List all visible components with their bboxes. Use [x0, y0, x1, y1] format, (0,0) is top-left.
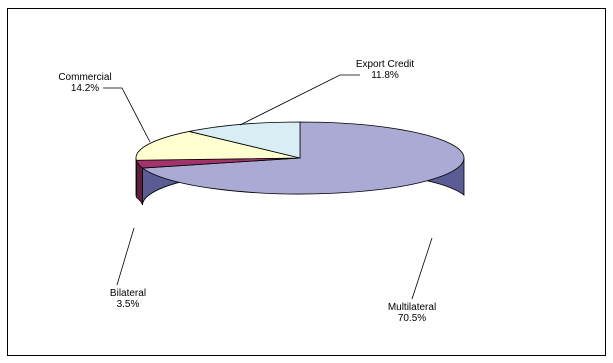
- slice-value-multilateral: 70.5%: [398, 313, 426, 324]
- slice-label-multilateral: Multilateral: [388, 302, 436, 313]
- pie-slice-multilateral: [142, 121, 465, 195]
- slice-value-bilateral: 3.5%: [117, 299, 140, 310]
- leader-lines: [103, 74, 433, 300]
- leader-line-multilateral: [411, 237, 433, 300]
- slice-label-export-credit: Export Credit: [356, 59, 415, 70]
- pie-slice-commercial: [135, 131, 301, 161]
- leader-line-export-credit: [239, 74, 360, 126]
- slice-label-bilateral: Bilateral: [110, 288, 146, 299]
- leader-line-bilateral: [116, 227, 135, 286]
- slice-value-export-credit: 11.8%: [371, 70, 399, 81]
- slice-value-commercial: 14.2%: [71, 83, 99, 94]
- pie-tops: [135, 121, 465, 195]
- leader-line-commercial: [103, 87, 151, 143]
- slice-label-commercial: Commercial: [58, 72, 111, 83]
